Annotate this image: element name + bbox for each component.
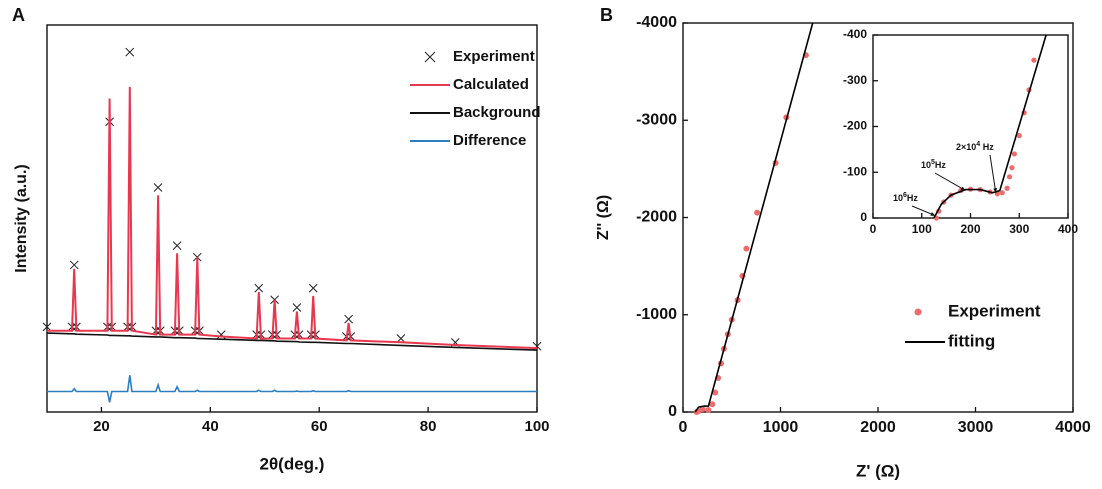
data-point bbox=[292, 303, 302, 312]
data-point bbox=[308, 283, 318, 293]
data-point bbox=[1004, 185, 1010, 191]
x-tick-label: 40 bbox=[202, 418, 219, 435]
series-line bbox=[47, 375, 537, 403]
x-tick-label: 3000 bbox=[958, 419, 994, 436]
y-tick-label: -100 bbox=[843, 164, 867, 178]
data-point bbox=[42, 322, 52, 332]
legend-label: Experiment bbox=[453, 48, 535, 65]
x-axis-label: 2θ(deg.) bbox=[260, 454, 325, 473]
arrow-head bbox=[960, 186, 966, 191]
y-axis-label: Z'' (Ω) bbox=[595, 195, 612, 240]
x-tick-label: 100 bbox=[912, 222, 932, 236]
annotation: 106Hz bbox=[893, 192, 918, 204]
annotation-base: 10 bbox=[921, 160, 931, 170]
data-point bbox=[1009, 165, 1015, 171]
annotation: 105Hz bbox=[921, 159, 946, 171]
annotation-exp: 6 bbox=[903, 192, 907, 199]
data-point bbox=[1016, 133, 1022, 139]
x-tick-label: 200 bbox=[960, 222, 980, 236]
y-tick-label: -2000 bbox=[636, 209, 677, 226]
annotation-arrow bbox=[934, 172, 966, 191]
series-line bbox=[694, 22, 814, 413]
legend-label: fitting bbox=[948, 331, 995, 350]
data-point bbox=[344, 314, 353, 324]
frame bbox=[46, 24, 538, 413]
data-point bbox=[1011, 151, 1017, 157]
annotation-exp: 5 bbox=[931, 159, 935, 166]
x-tick-label: 2000 bbox=[860, 419, 896, 436]
x-tick-label: 20 bbox=[93, 418, 110, 435]
panel-label: A bbox=[12, 5, 25, 25]
data-point bbox=[743, 245, 750, 252]
data-point bbox=[1031, 57, 1037, 63]
data-point bbox=[699, 406, 706, 413]
legend-swatch bbox=[914, 308, 922, 316]
annotation-base: 2×10 bbox=[956, 142, 976, 152]
x-axis-label: Z' (Ω) bbox=[856, 461, 900, 480]
y-tick-label: -3000 bbox=[636, 111, 677, 128]
y-tick-label: -200 bbox=[843, 119, 867, 133]
x-tick-label: 1000 bbox=[763, 419, 799, 436]
annotation-unit: Hz bbox=[907, 193, 918, 203]
annotation-unit: Hz bbox=[935, 160, 946, 170]
series-line bbox=[46, 332, 538, 351]
annotation-exp: 4 bbox=[976, 141, 980, 148]
data-point bbox=[712, 389, 719, 396]
data-point bbox=[172, 241, 182, 250]
panel-label: B bbox=[600, 5, 613, 25]
x-tick-label: 0 bbox=[870, 222, 877, 236]
legend-label: Experiment bbox=[948, 301, 1041, 320]
annotation-arrow bbox=[989, 154, 997, 193]
y-tick-label: -1000 bbox=[636, 306, 677, 323]
x-tick-label: 0 bbox=[679, 419, 688, 436]
x-tick-label: 400 bbox=[1058, 222, 1078, 236]
data-point bbox=[153, 183, 163, 192]
data-point bbox=[1006, 174, 1013, 180]
data-point bbox=[396, 334, 406, 343]
legend-swatch bbox=[424, 51, 436, 63]
x-tick-label: 60 bbox=[311, 418, 328, 435]
data-point bbox=[69, 260, 79, 270]
annotation-unit: Hz bbox=[980, 142, 994, 152]
x-tick-label: 300 bbox=[1009, 222, 1029, 236]
series-line bbox=[933, 34, 1047, 219]
legend-label: Calculated bbox=[453, 76, 529, 93]
arrow-head bbox=[930, 212, 936, 216]
data-point bbox=[125, 47, 135, 57]
y-axis-label: Intensity (a.u.) bbox=[13, 164, 30, 272]
series-line bbox=[47, 86, 538, 350]
y-tick-label: 0 bbox=[668, 403, 677, 420]
data-point bbox=[709, 401, 716, 408]
x-tick-label: 100 bbox=[524, 418, 549, 435]
arrow-head bbox=[993, 187, 998, 193]
y-tick-label: -300 bbox=[843, 73, 867, 87]
y-tick-label: 0 bbox=[860, 210, 867, 224]
y-tick-label: -400 bbox=[843, 27, 867, 41]
annotation-base: 10 bbox=[893, 193, 903, 203]
legend-label: Background bbox=[453, 104, 541, 121]
data-point bbox=[254, 283, 264, 293]
data-point bbox=[705, 407, 712, 414]
x-tick-label: 4000 bbox=[1055, 419, 1091, 436]
x-tick-label: 80 bbox=[420, 418, 437, 435]
legend-label: Difference bbox=[453, 132, 526, 149]
y-tick-label: -4000 bbox=[636, 14, 677, 31]
data-point bbox=[999, 190, 1005, 196]
data-point bbox=[754, 209, 761, 216]
annotation: 2×104 Hz bbox=[956, 141, 994, 153]
